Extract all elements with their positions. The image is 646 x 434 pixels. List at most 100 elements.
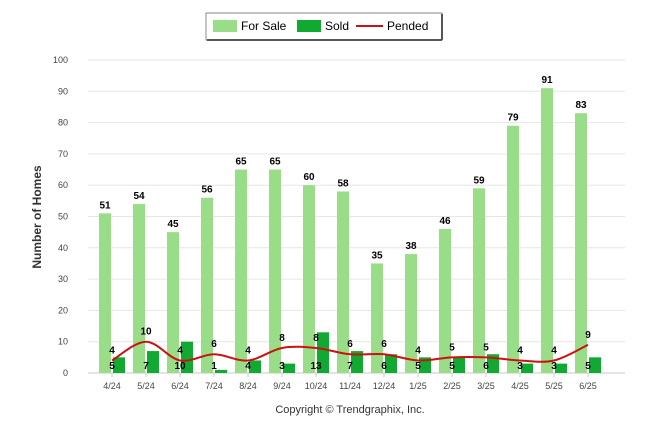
sold-bar <box>521 363 533 373</box>
for-sale-bar <box>541 88 553 374</box>
sold-value-label: 1 <box>211 361 217 372</box>
copyright-text: Copyright © Trendgraphix, Inc. <box>275 404 424 416</box>
for-sale-bar <box>201 197 213 373</box>
x-tick-label: 4/25 <box>511 381 529 391</box>
sold-bar <box>249 360 261 373</box>
for-sale-bar <box>235 169 247 373</box>
pended-value-label: 4 <box>517 345 523 356</box>
x-tick-label: 11/24 <box>339 381 361 391</box>
sold-bar <box>181 341 193 373</box>
pended-value-label: 5 <box>483 342 489 353</box>
sold-value-label: 5 <box>109 361 115 372</box>
legend: For Sale Sold Pended <box>205 12 443 41</box>
for-sale-value-label: 65 <box>235 157 247 168</box>
sold-value-label: 7 <box>143 361 149 372</box>
sold-bars <box>113 332 601 373</box>
for-sale-bar <box>337 191 349 373</box>
for-sale-bar <box>167 232 179 373</box>
x-tick-label: 12/24 <box>373 381 396 391</box>
legend-for-sale-label: For Sale <box>241 19 287 33</box>
pended-value-label: 8 <box>279 333 285 344</box>
legend-pended-label: Pended <box>387 19 428 33</box>
pended-value-label: 4 <box>245 345 251 356</box>
for-sale-value-label: 35 <box>371 250 383 261</box>
for-sale-bar <box>575 113 587 374</box>
y-tick-label: 90 <box>58 86 68 96</box>
pended-value-label: 4 <box>177 345 183 356</box>
y-axis-ticks: 0 10 20 30 40 50 60 70 80 90 100 <box>53 55 68 378</box>
y-tick-label: 70 <box>58 149 68 159</box>
sold-bar <box>351 351 363 373</box>
for-sale-value-label: 60 <box>303 172 315 183</box>
pended-value-label: 5 <box>449 342 455 353</box>
for-sale-value-label: 91 <box>541 75 553 86</box>
for-sale-bar <box>439 229 451 373</box>
y-tick-label: 60 <box>58 180 68 190</box>
sold-value-label: 13 <box>310 361 322 372</box>
y-tick-label: 20 <box>58 305 68 315</box>
sold-bar <box>215 369 227 373</box>
sold-value-label: 4 <box>245 361 251 372</box>
legend-for-sale-swatch <box>213 20 237 32</box>
y-axis-title: Number of Homes <box>30 165 44 269</box>
x-tick-label: 9/24 <box>273 381 291 391</box>
for-sale-bar <box>99 213 111 373</box>
y-tick-label: 80 <box>58 118 68 128</box>
sold-value-label: 5 <box>585 361 591 372</box>
x-tick-label: 7/24 <box>205 381 223 391</box>
for-sale-value-label: 59 <box>473 175 485 186</box>
x-tick-label: 10/24 <box>305 381 328 391</box>
for-sale-value-label: 54 <box>133 191 145 202</box>
for-sale-bar <box>371 263 383 373</box>
for-sale-bars <box>99 88 587 374</box>
sold-value-label: 6 <box>381 361 387 372</box>
x-tick-label: 3/25 <box>477 381 495 391</box>
sold-bar <box>555 363 567 373</box>
x-tick-label: 2/25 <box>443 381 461 391</box>
for-sale-value-label: 38 <box>405 241 417 252</box>
y-tick-label: 0 <box>63 368 68 378</box>
sold-value-label: 5 <box>449 361 455 372</box>
for-sale-value-label: 45 <box>167 219 179 230</box>
sold-value-label: 10 <box>174 361 186 372</box>
x-tick-label: 6/24 <box>171 381 189 391</box>
y-tick-label: 50 <box>58 212 68 222</box>
pended-value-label: 6 <box>211 339 217 350</box>
sold-value-label: 5 <box>415 361 421 372</box>
sold-value-label: 3 <box>517 361 523 372</box>
sold-bar <box>453 357 465 373</box>
pended-value-label: 9 <box>585 330 591 341</box>
y-tick-label: 40 <box>58 243 68 253</box>
sold-value-label: 7 <box>347 361 353 372</box>
for-sale-bar <box>269 169 281 373</box>
x-tick-label: 5/24 <box>137 381 155 391</box>
sold-value-label: 6 <box>483 361 489 372</box>
pended-value-label: 4 <box>551 345 557 356</box>
sold-bar <box>317 332 329 373</box>
x-tick-label: 1/25 <box>409 381 427 391</box>
pended-value-label: 6 <box>381 339 387 350</box>
sold-value-label: 3 <box>279 361 285 372</box>
for-sale-bar <box>303 185 315 373</box>
y-tick-label: 100 <box>53 55 68 65</box>
legend-sold-swatch <box>297 20 321 32</box>
for-sale-value-label: 56 <box>201 185 213 196</box>
sold-bar <box>283 363 295 373</box>
for-sale-bar <box>133 203 145 373</box>
y-tick-label: 10 <box>58 337 68 347</box>
for-sale-value-label: 65 <box>269 157 281 168</box>
sold-bar <box>113 357 125 373</box>
sold-bar <box>589 357 601 373</box>
for-sale-value-label: 83 <box>575 100 587 111</box>
y-tick-label: 30 <box>58 274 68 284</box>
sold-bar <box>385 354 397 373</box>
pended-value-label: 8 <box>313 333 319 344</box>
x-tick-label: 5/25 <box>545 381 563 391</box>
sold-bar <box>147 351 159 373</box>
for-sale-bar <box>507 125 519 373</box>
pended-value-label: 4 <box>415 345 421 356</box>
x-tick-label: 8/24 <box>239 381 257 391</box>
for-sale-value-label: 46 <box>439 216 451 227</box>
for-sale-value-label: 58 <box>337 178 349 189</box>
pended-value-label: 10 <box>140 327 152 338</box>
